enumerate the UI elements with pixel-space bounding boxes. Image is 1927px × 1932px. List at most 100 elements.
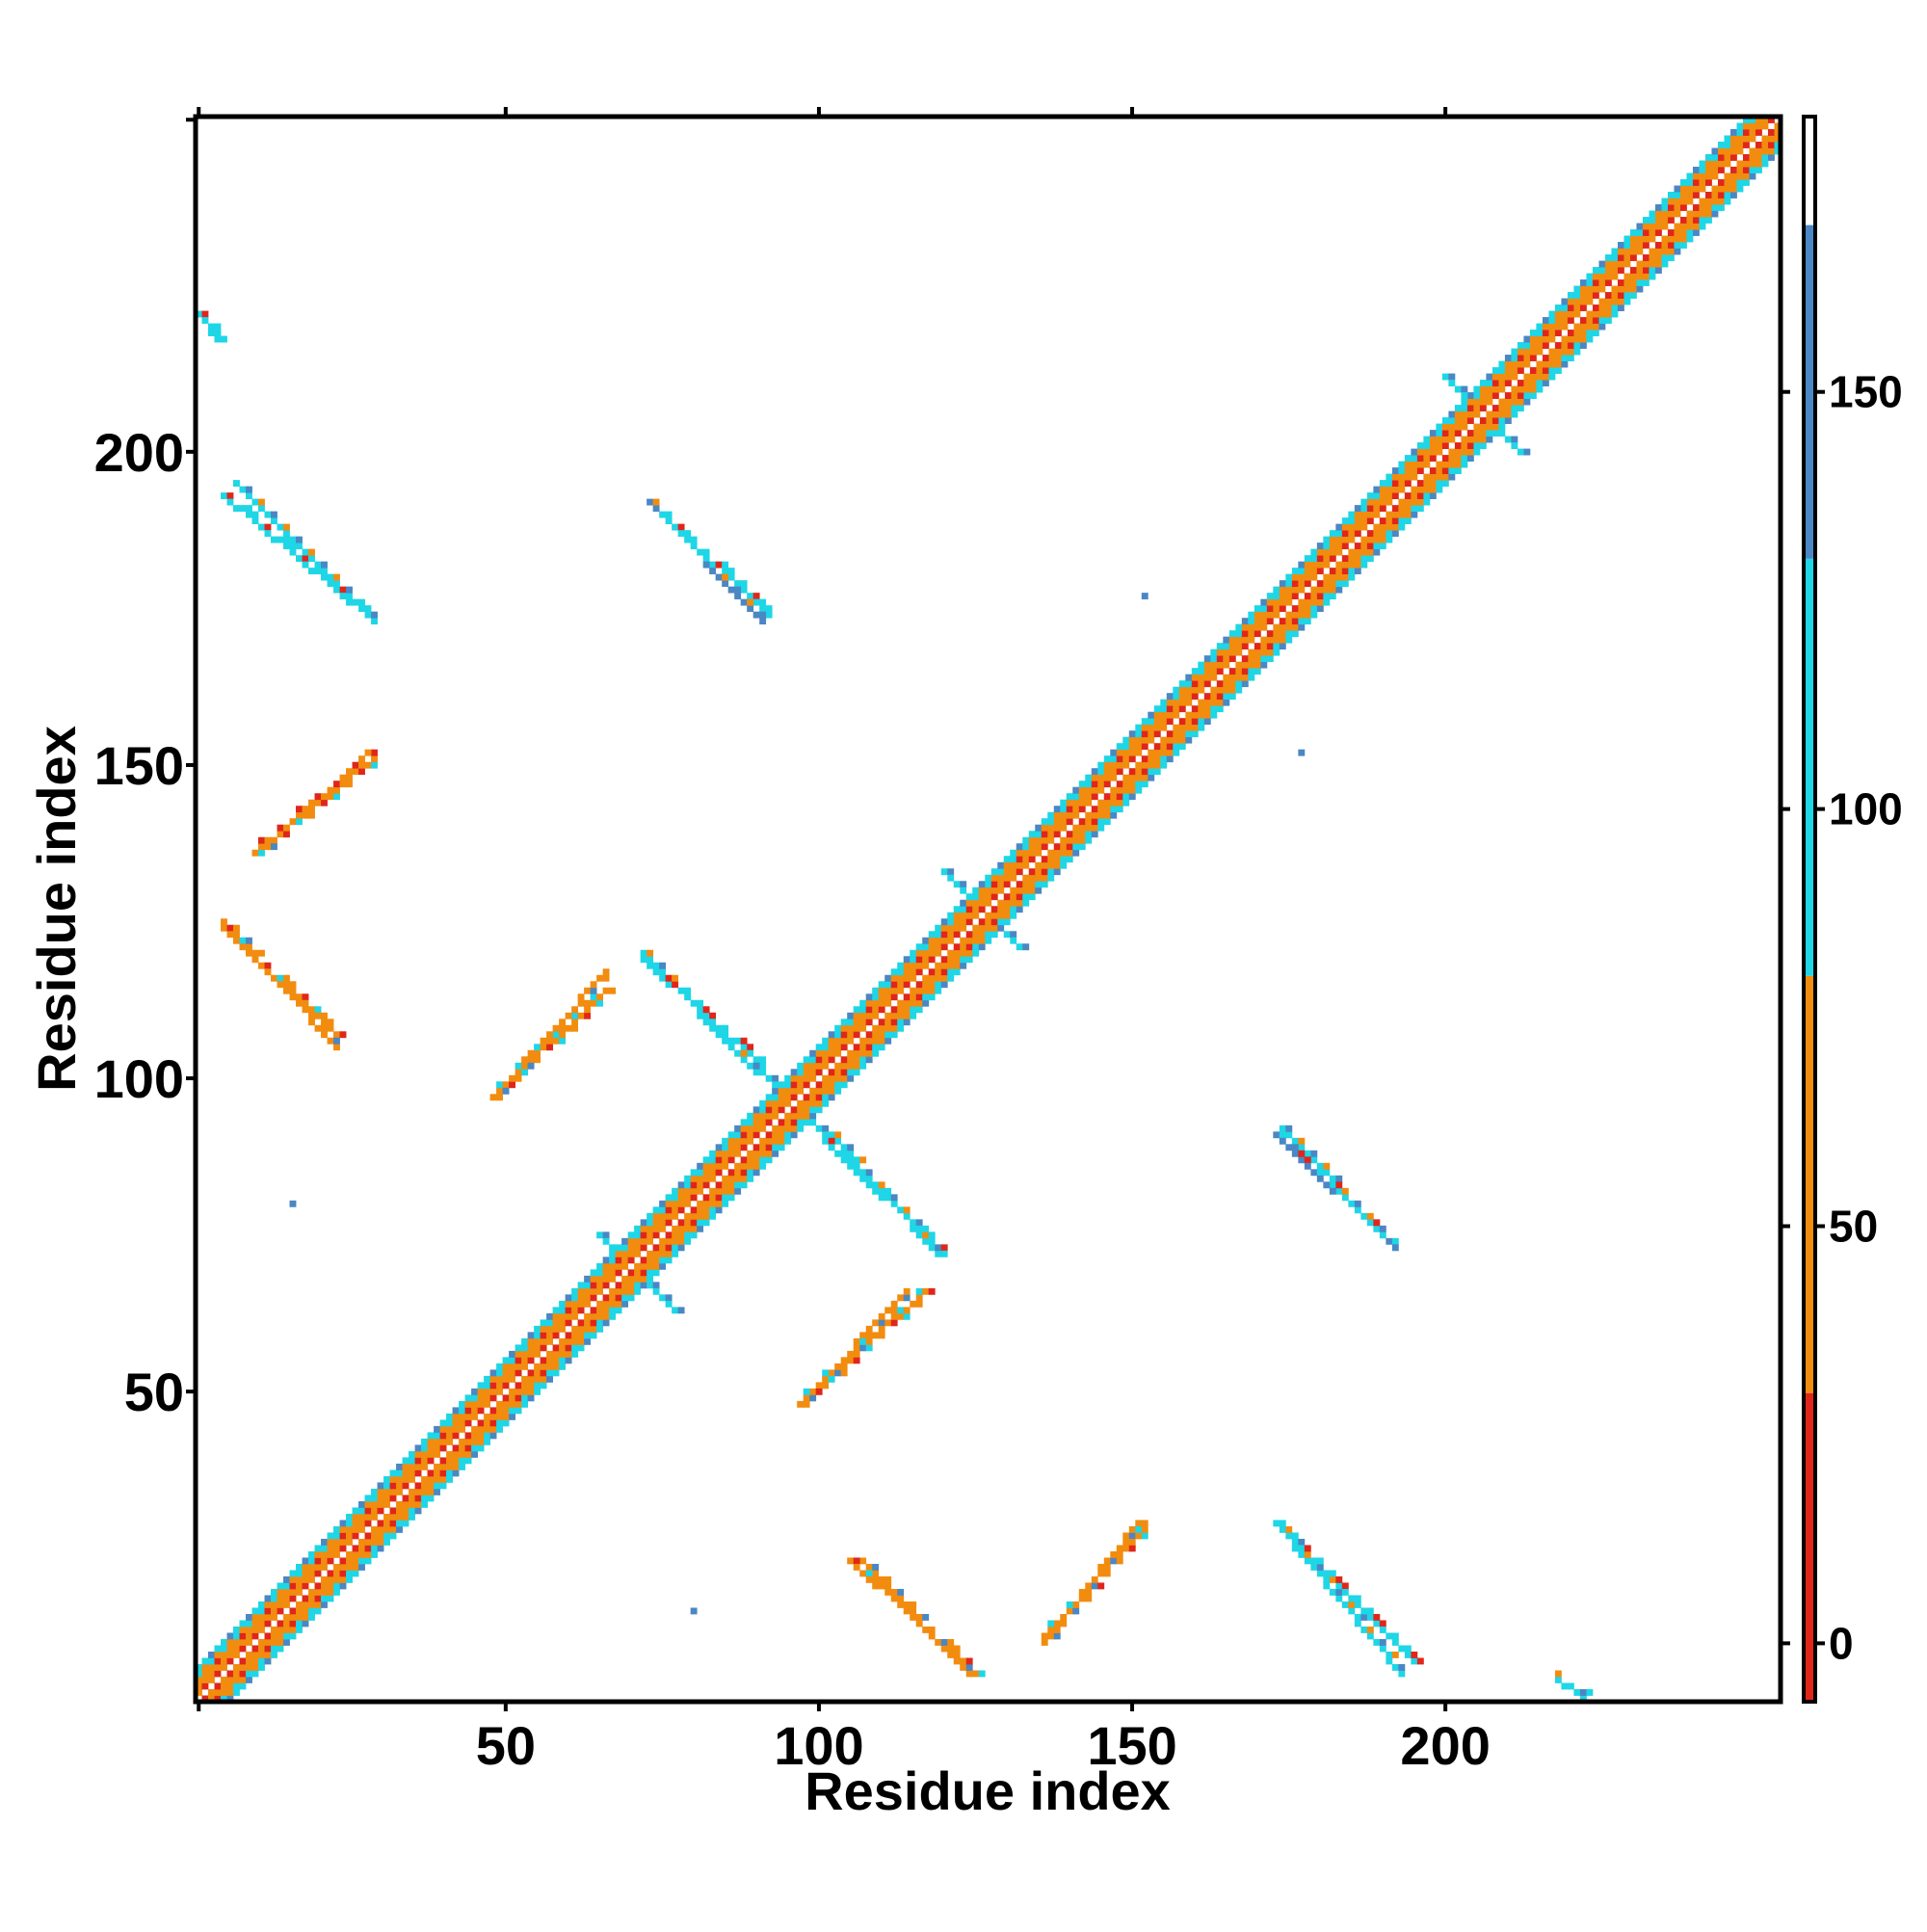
heatmap-cell (702, 1219, 710, 1227)
heatmap-cell (1135, 768, 1143, 776)
heatmap-cell (509, 1357, 515, 1364)
heatmap-cell (1654, 248, 1662, 255)
heatmap-cell (1579, 1689, 1587, 1696)
heatmap-cell (1724, 160, 1731, 168)
heatmap-cell (1661, 210, 1669, 218)
heatmap-cell (1579, 323, 1587, 331)
heatmap-cell (727, 1131, 735, 1139)
heatmap-cell (1404, 455, 1412, 463)
heatmap-cell (1279, 605, 1286, 613)
heatmap-cell (1341, 536, 1349, 543)
heatmap-cell (352, 1570, 359, 1577)
heatmap-cell (1203, 718, 1211, 726)
heatmap-cell (985, 887, 992, 894)
heatmap-cell (1173, 711, 1180, 719)
heatmap-cell (1141, 1520, 1148, 1527)
heatmap-cell (928, 968, 936, 976)
heatmap-cell (859, 1049, 867, 1057)
heatmap-cell (308, 1012, 315, 1019)
heatmap-cell (1448, 423, 1456, 431)
heatmap-cell (1511, 367, 1518, 374)
heatmap-cell (665, 1300, 673, 1308)
heatmap-cell (1298, 580, 1306, 588)
heatmap-cell (697, 1181, 704, 1189)
heatmap-cell (859, 1024, 867, 1032)
heatmap-cell (672, 1307, 679, 1314)
heatmap-cell (1561, 355, 1569, 361)
heatmap-cell (1166, 743, 1174, 751)
heatmap-cell (1742, 117, 1750, 123)
heatmap-cell (196, 1682, 202, 1690)
heatmap-cell (258, 1620, 265, 1628)
heatmap-cell (1153, 711, 1161, 719)
heatmap-cell (1479, 405, 1487, 411)
heatmap-cell (571, 1024, 579, 1032)
heatmap-cell (1291, 568, 1299, 575)
heatmap-cell (834, 1069, 842, 1076)
heatmap-cell (258, 1626, 265, 1633)
heatmap-cell (1047, 1620, 1055, 1628)
heatmap-cell (1341, 543, 1349, 550)
heatmap-cell (1617, 285, 1624, 293)
heatmap-cell (1235, 623, 1243, 631)
heatmap-cell (903, 962, 911, 969)
heatmap-cell (609, 1275, 617, 1283)
heatmap-cell (1198, 668, 1205, 675)
heatmap-cell (828, 1056, 835, 1064)
heatmap-cell (1128, 743, 1136, 751)
heatmap-cell (772, 1112, 779, 1120)
heatmap-cell (1573, 292, 1581, 299)
heatmap-cell (1191, 680, 1199, 688)
heatmap-cell (333, 1582, 340, 1590)
colorbar-tick-label: 0 (1829, 1618, 1854, 1668)
heatmap-cell (1504, 405, 1512, 411)
heatmap-cell (427, 1475, 435, 1483)
heatmap-cell (565, 1350, 572, 1358)
heatmap-cell (396, 1488, 403, 1495)
heatmap-cell (477, 1394, 485, 1402)
heatmap-cell (1704, 172, 1712, 180)
heatmap-cell (1416, 486, 1424, 493)
heatmap-cell (953, 962, 961, 969)
heatmap-cell (615, 1300, 622, 1308)
heatmap-cell (371, 1507, 378, 1515)
heatmap-cell (727, 1144, 735, 1151)
heatmap-cell (935, 1250, 942, 1257)
heatmap-cell (815, 1106, 823, 1114)
heatmap-cell (1141, 730, 1148, 738)
heatmap-cell (940, 868, 948, 876)
heatmap-cell (1116, 743, 1123, 751)
heatmap-cell (1203, 711, 1211, 719)
heatmap-cell (277, 831, 284, 838)
heatmap-cell (590, 1294, 597, 1302)
heatmap-cell (1642, 260, 1650, 268)
heatmap-cell (1166, 718, 1174, 726)
heatmap-cell (1053, 831, 1061, 838)
heatmap-cell (922, 1225, 930, 1232)
heatmap-cell (302, 1601, 309, 1608)
heatmap-cell (922, 999, 930, 1007)
heatmap-cell (1348, 1601, 1356, 1608)
heatmap-cell (709, 1200, 717, 1207)
heatmap-cell (1141, 736, 1148, 744)
heatmap-cell (565, 1300, 572, 1308)
heatmap-cell (201, 1695, 209, 1703)
heatmap-cell (546, 1037, 554, 1045)
heatmap-cell (1072, 1601, 1080, 1608)
heatmap-cell (978, 943, 986, 951)
heatmap-cell (1185, 736, 1193, 744)
heatmap-cell (477, 1388, 485, 1395)
heatmap-cell (1010, 861, 1017, 869)
heatmap-cell (1072, 849, 1080, 857)
heatmap-cell (1529, 348, 1537, 356)
heatmap-cell (1241, 636, 1249, 644)
heatmap-cell (1711, 147, 1719, 155)
heatmap-cell (903, 1312, 911, 1320)
heatmap-cell (602, 1307, 610, 1314)
heatmap-cell (847, 1019, 855, 1026)
heatmap-cell (283, 523, 290, 531)
heatmap-cell (828, 1094, 835, 1101)
heatmap-cell (546, 1031, 554, 1039)
heatmap-cell (258, 498, 265, 506)
heatmap-cell (515, 1394, 522, 1402)
